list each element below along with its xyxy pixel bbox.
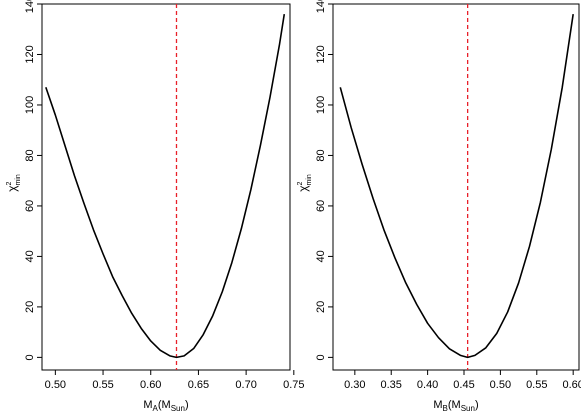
y-tick-label: 120 [315,45,327,63]
x-axis-label-unit: (M [448,399,461,411]
x-tick-label: 0.55 [92,379,113,391]
x-tick-label: 0.40 [417,379,438,391]
y-tick-label: 80 [24,149,36,161]
y-axis-label: χ2 min [296,174,313,192]
x-axis-label: MB(MSun) [433,399,478,413]
y-tick-label: 60 [315,200,327,212]
y-axis-label-subscript: min [306,174,313,185]
y-axis-label-main: χ [296,185,310,192]
y-tick-label: 100 [315,96,327,114]
x-axis-label-unit-subscript: Sun [171,404,185,413]
y-tick-label: 0 [24,354,36,360]
x-axis-label-main: M [433,399,442,411]
y-axis-label: χ2 min [5,174,22,192]
chi2-curve [45,13,286,359]
x-tick-label: 0.50 [45,379,66,391]
x-tick-label: 0.30 [344,379,365,391]
y-tick-label: 40 [315,250,327,262]
x-tick-label: 0.65 [188,379,209,391]
x-tick-label: 0.75 [283,379,304,391]
y-tick-label: 40 [24,250,36,262]
y-tick-label: 0 [315,354,327,360]
x-tick-label: 0.60 [562,379,581,391]
x-tick-label: 0.50 [490,379,511,391]
y-tick-label: 20 [24,301,36,313]
y-tick-label: 140 [24,0,36,13]
y-tick-label: 80 [315,149,327,161]
y-tick-label: 100 [24,96,36,114]
x-tick-label: 0.60 [140,379,161,391]
y-axis-label-superscript: 2 [6,181,13,185]
y-tick-label: 20 [315,301,327,313]
y-tick-label: 60 [24,200,36,212]
y-axis-label-main: χ [5,185,19,192]
y-axis-label-subscript: min [15,174,22,185]
chi2-curve [339,13,574,359]
plot-frame [332,3,580,371]
x-axis-label-close: ) [185,399,189,411]
x-tick-label: 0.70 [235,379,256,391]
y-tick-label: 120 [24,45,36,63]
x-tick-label: 0.35 [381,379,402,391]
x-axis-label-main: M [143,399,152,411]
x-axis-label-unit: (M [158,399,171,411]
x-tick-label: 0.55 [526,379,547,391]
x-tick-label: 0.45 [453,379,474,391]
chart-panel-right: 0 20 40 60 80 100 120 140 0.30 0.35 0.40 0.45 0.50 0.… [296,0,581,413]
x-axis-label-subscript: B [443,404,448,413]
x-axis-label-subscript: A [153,404,159,413]
x-axis-label-close: ) [475,399,479,411]
plot-frame [41,3,291,371]
y-tick-label: 140 [315,0,327,13]
x-axis-label-unit-subscript: Sun [461,404,475,413]
chart-panel-left: 0 20 40 60 80 100 120 140 0.50 0.55 0.60 0.65 0.70 0.… [5,0,305,413]
x-axis-label: MA(MSun) [143,399,188,413]
y-axis-label-superscript: 2 [297,181,304,185]
